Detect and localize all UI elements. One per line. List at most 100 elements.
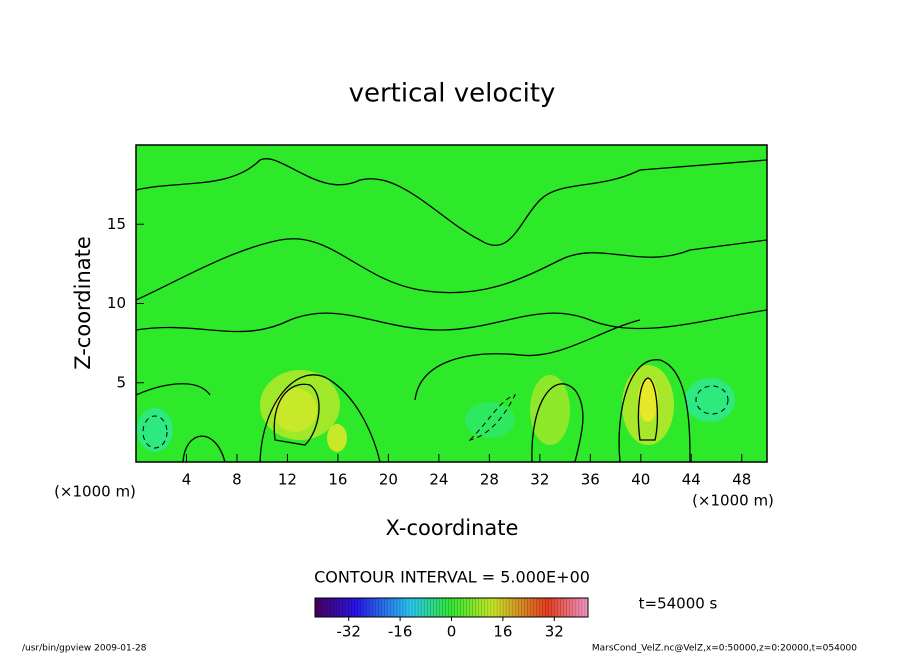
x-tick-label: 20 [379, 471, 398, 489]
colorbar-cell [336, 598, 340, 617]
colorbar-cell [484, 598, 489, 617]
colorbar-cell [469, 598, 474, 617]
y-axis-label: Z-coordinate [71, 236, 95, 370]
colorbar-cell [357, 598, 361, 617]
colorbar-cell [424, 598, 428, 617]
colorbar-cell [457, 598, 461, 617]
colorbar-cell [363, 598, 367, 617]
field-blob [137, 408, 173, 452]
colorbar-cell [324, 598, 328, 617]
x-tick-label: 48 [732, 471, 751, 489]
colorbar-cell [575, 598, 580, 617]
x-tick-label: 24 [429, 471, 448, 489]
colorbar-cell [509, 598, 513, 617]
field [136, 145, 767, 462]
colorbar-cell [454, 598, 458, 617]
x-tick-label: 36 [581, 471, 600, 489]
colorbar-cell [466, 598, 470, 617]
colorbar-cell [442, 598, 446, 617]
colorbar-cell [560, 598, 565, 617]
colorbar-cell [518, 598, 522, 617]
colorbar-cell [430, 598, 434, 617]
colorbar-cell [548, 598, 552, 617]
field-blob [327, 424, 347, 452]
colorbar-cell [409, 598, 413, 617]
colorbar-cell [460, 598, 464, 617]
colorbar-cell [521, 598, 525, 617]
colorbar-cell [451, 598, 455, 617]
colorbar-cell [412, 598, 416, 617]
y-tick-label: 15 [107, 215, 126, 233]
colorbar-cell [327, 598, 331, 617]
colorbar-cell [581, 598, 586, 617]
colorbar-cell [318, 598, 322, 617]
contour-lines [136, 158, 767, 462]
colorbar-cell [384, 598, 389, 617]
colorbar-cell [360, 598, 364, 617]
colorbar-cell [584, 598, 589, 617]
colorbar-cell [415, 598, 419, 617]
colorbar-cell [330, 598, 334, 617]
colorbar-cell [487, 598, 492, 617]
colorbar-cell [539, 598, 543, 617]
colorbar-cell [578, 598, 583, 617]
colorbar-cell [475, 598, 480, 617]
colorbar-cell [527, 598, 531, 617]
x-tick-label: 4 [182, 471, 192, 489]
colorbar-cell [366, 598, 370, 617]
colorbar-cell [515, 598, 519, 617]
colorbar-cell [536, 598, 540, 617]
colorbar-cell [399, 598, 404, 617]
chart-title: vertical velocity [349, 79, 556, 109]
colorbar-cell [439, 598, 443, 617]
colorbar-cell [554, 598, 558, 617]
colorbar-cell [472, 598, 477, 617]
colorbar-cell [321, 598, 325, 617]
colorbar-cell [387, 598, 392, 617]
x-axis-label: X-coordinate [386, 516, 519, 540]
field-blob [465, 402, 515, 438]
colorbar-cell [497, 598, 501, 617]
colorbar-cell [551, 598, 555, 617]
colorbar-tick-label: -16 [388, 623, 413, 641]
colorbar-cell [481, 598, 486, 617]
colorbar-cell [375, 598, 379, 617]
colorbar-cell [421, 598, 425, 617]
x-tick-label: 28 [480, 471, 499, 489]
colorbar-cell [512, 598, 516, 617]
x-tick-label: 44 [682, 471, 701, 489]
colorbar-cell [545, 598, 549, 617]
colorbar-cell [503, 598, 507, 617]
colorbar-cell [433, 598, 437, 617]
field-blob [273, 388, 317, 432]
colorbar-cell [500, 598, 504, 617]
x-tick-label: 32 [530, 471, 549, 489]
colorbar-cell [393, 598, 398, 617]
colorbar-cell [436, 598, 440, 617]
colorbar-cell [402, 598, 407, 617]
colorbar-cell [478, 598, 483, 617]
colorbar-cell [390, 598, 395, 617]
colorbar [314, 598, 589, 617]
colorbar-cell [572, 598, 577, 617]
colorbar-cell [563, 598, 568, 617]
colorbar-tick-label: 16 [493, 623, 512, 641]
colorbar-cell [506, 598, 510, 617]
colorbar-cell [342, 598, 346, 617]
colorbar-cell [418, 598, 422, 617]
colorbar-cell [351, 598, 355, 617]
colorbar-cell [369, 598, 373, 617]
colorbar-cell [445, 598, 449, 617]
colorbar-cell [566, 598, 571, 617]
colorbar-tick-label: -32 [336, 623, 361, 641]
x-tick-label: 12 [278, 471, 297, 489]
colorbar-tick-label: 0 [447, 623, 457, 641]
x-unit-label: (×1000 m) [54, 483, 136, 501]
footer-right: MarsCond_VelZ.nc@VelZ,x=0:50000,z=0:2000… [592, 644, 857, 654]
colorbar-cell [333, 598, 337, 617]
colorbar-cell [557, 598, 561, 617]
contour-interval: CONTOUR INTERVAL = 5.000E+00 [314, 568, 590, 587]
footer-left: /usr/bin/gpview 2009-01-28 [22, 644, 147, 654]
